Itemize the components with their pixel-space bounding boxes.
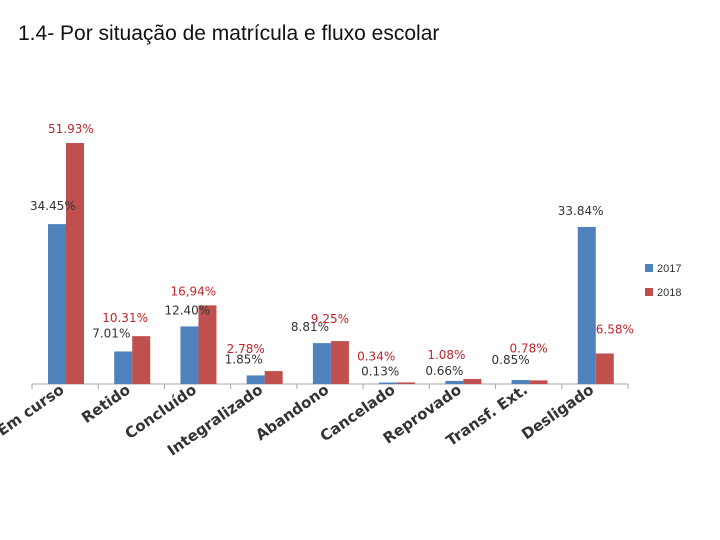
legend-label-2017: 2017	[657, 263, 681, 275]
data-label-2017-1: 7.01%	[92, 326, 130, 340]
data-label-2017-7: 0.85%	[492, 353, 530, 367]
bar-2017-1	[114, 351, 133, 384]
bar-2018-8	[595, 353, 614, 384]
data-label-2017-3: 1.85%	[225, 352, 263, 366]
data-label-2017-2: 12.40%	[164, 303, 210, 317]
bar-2018-4	[330, 341, 349, 384]
data-label-2018-1: 10.31%	[102, 311, 148, 325]
data-label-2018-5: 0.34%	[357, 349, 395, 363]
bar-2017-3	[246, 375, 265, 384]
bar-2017-2	[180, 326, 199, 384]
bar-2017-0	[48, 224, 66, 384]
data-label-2017-8: 33.84%	[558, 204, 604, 218]
data-label-2017-0: 34.45%	[30, 199, 76, 213]
bar-2018-7	[529, 380, 548, 384]
category-label-8: Desligado	[518, 381, 597, 444]
category-label-0: Em curso	[0, 381, 67, 440]
category-label-1: Retido	[78, 381, 133, 427]
bar-2018-6	[463, 378, 482, 384]
data-label-2018-6: 1.08%	[427, 348, 465, 362]
page-title: 1.4- Por situação de matrícula e fluxo e…	[18, 22, 440, 45]
bar-2018-2	[198, 305, 217, 384]
data-label-2018-7: 0.78%	[510, 341, 548, 355]
bar-2017-6	[445, 380, 464, 384]
legend-swatch-2018	[645, 288, 653, 296]
bar-2017-8	[577, 226, 596, 384]
data-label-2018-4: 9.25%	[311, 312, 349, 326]
bar-2017-4	[312, 343, 331, 384]
bar-2018-1	[132, 336, 151, 384]
legend-swatch-2017	[645, 264, 653, 272]
data-label-2017-6: 0.66%	[425, 364, 463, 378]
data-label-2018-0: 51.93%	[48, 122, 94, 136]
legend-label-2018: 2018	[657, 287, 681, 299]
bar-2017-7	[511, 380, 530, 384]
bar-2017-5	[379, 382, 398, 384]
bar-2018-5	[397, 382, 416, 384]
bar-2018-3	[264, 371, 283, 384]
data-label-2018-8: 6.58%	[596, 322, 634, 336]
data-label-2018-3: 2.78%	[227, 342, 265, 356]
data-label-2017-4: 8.81%	[291, 320, 329, 334]
data-label-2017-5: 0.13%	[361, 364, 399, 378]
bar-2018-0	[66, 143, 84, 384]
data-label-2018-2: 16,94%	[170, 284, 216, 298]
